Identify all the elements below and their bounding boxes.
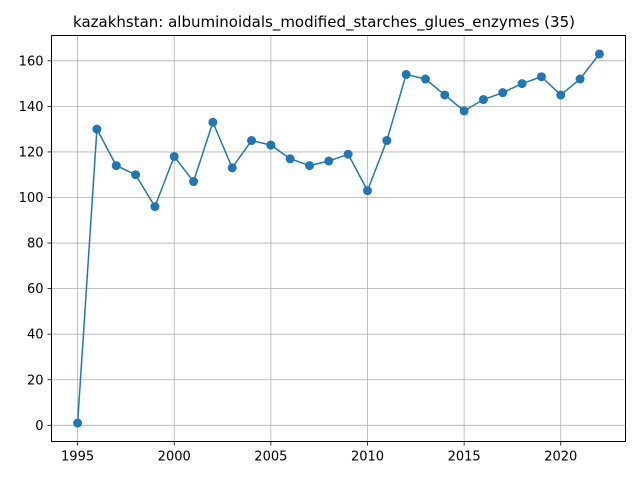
x-tick-label: 1995 <box>61 450 94 465</box>
y-tick-label: 80 <box>27 237 44 252</box>
data-point <box>575 74 585 84</box>
data-point <box>266 140 276 150</box>
y-tick-label: 60 <box>27 282 44 297</box>
data-point <box>131 170 141 180</box>
y-tick-label: 100 <box>19 191 44 206</box>
data-point <box>189 177 199 187</box>
y-tick-label: 120 <box>19 145 44 160</box>
y-tick-label: 160 <box>19 54 44 69</box>
data-point <box>92 124 102 134</box>
x-tick-label: 2015 <box>448 450 481 465</box>
y-tick-label: 140 <box>19 100 44 115</box>
data-point <box>401 69 411 79</box>
data-point <box>324 156 334 166</box>
data-point <box>247 136 257 146</box>
series-layer <box>73 49 604 428</box>
data-point <box>420 74 430 84</box>
data-point <box>169 151 179 161</box>
data-point <box>227 163 237 173</box>
data-point <box>498 88 508 98</box>
data-point <box>594 49 604 59</box>
plot-frame <box>51 35 626 442</box>
data-point <box>382 136 392 146</box>
data-point <box>305 161 315 171</box>
data-point <box>362 186 372 196</box>
data-point <box>111 161 121 171</box>
x-tick-label: 2005 <box>254 450 287 465</box>
axis-ticks: 1995 2000 2005 2010 2015 2020 0 20 40 60 80 100 120 1… <box>19 54 578 464</box>
chart-title: kazakhstan: albuminoidals_modified_starc… <box>73 13 575 32</box>
data-point <box>343 149 353 159</box>
data-point <box>285 154 295 164</box>
grid <box>51 35 626 442</box>
x-tick-label: 2000 <box>158 450 191 465</box>
series-line <box>76 53 601 424</box>
data-point <box>208 117 218 127</box>
data-point <box>478 95 488 105</box>
x-tick-label: 2010 <box>351 450 384 465</box>
y-tick-label: 0 <box>35 419 43 434</box>
data-point <box>536 72 546 82</box>
data-point <box>440 90 450 100</box>
y-tick-label: 20 <box>27 373 44 388</box>
data-point <box>459 106 469 116</box>
data-point <box>556 90 566 100</box>
data-point <box>150 202 160 212</box>
data-point <box>517 79 527 89</box>
data-point <box>73 418 83 428</box>
x-tick-label: 2020 <box>544 450 577 465</box>
y-tick-label: 40 <box>27 328 44 343</box>
